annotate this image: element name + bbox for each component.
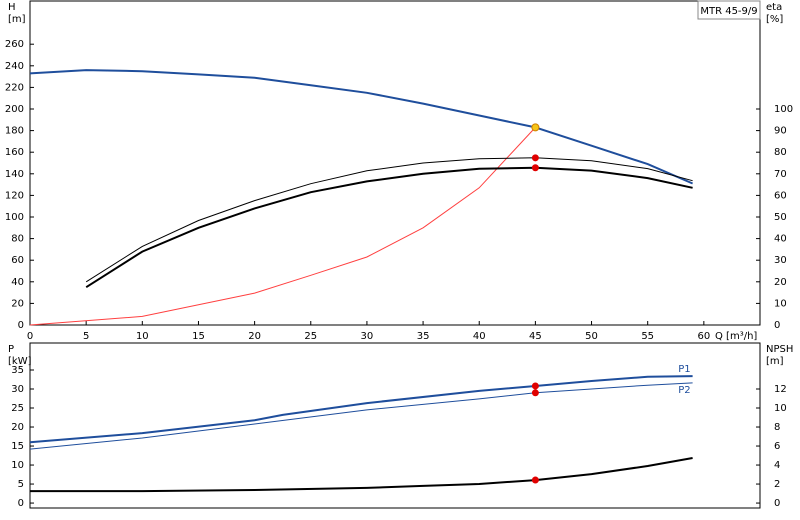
- y-tick-label: 20: [11, 298, 24, 309]
- y-tick-label: 200: [5, 104, 24, 115]
- y-tick-label: 220: [5, 82, 24, 93]
- y-tick-label: 20: [11, 422, 24, 433]
- y-tick-label: 100: [5, 212, 24, 223]
- operating-point: [531, 154, 539, 162]
- x-tick-label: 40: [473, 331, 486, 342]
- y2-tick-label: 4: [774, 460, 780, 471]
- y2-tick-label: 70: [774, 169, 787, 180]
- x-tick-label: 0: [27, 331, 33, 342]
- x-tick-label: 5: [83, 331, 89, 342]
- y2-axis-unit: [m]: [766, 356, 784, 367]
- y-tick-label: 10: [11, 460, 24, 471]
- y-tick-label: 120: [5, 190, 24, 201]
- y2-tick-label: 2: [774, 479, 780, 490]
- y2-tick-label: 0: [774, 498, 780, 509]
- y-tick-label: 180: [5, 126, 24, 137]
- curve: [29, 382, 693, 450]
- y-axis-unit: [kW]: [8, 356, 32, 367]
- y-axis-unit: [m]: [8, 14, 26, 25]
- y-tick-label: 60: [11, 255, 24, 266]
- x-tick-label: 50: [585, 331, 598, 342]
- x-tick-label: 30: [361, 331, 374, 342]
- y-tick-label: 40: [11, 277, 24, 288]
- y2-tick-label: 10: [774, 403, 787, 414]
- y-tick-label: 260: [5, 39, 24, 50]
- y-tick-label: 15: [11, 441, 24, 452]
- x-tick-label: 45: [529, 331, 542, 342]
- plot-frame: [29, 342, 761, 509]
- curve: [85, 157, 693, 283]
- y-tick-label: 80: [11, 234, 24, 245]
- y-tick-label: 160: [5, 147, 24, 158]
- curve-label: P1: [678, 364, 690, 375]
- y-tick-label: 5: [18, 479, 24, 490]
- x-tick-label: 35: [417, 331, 430, 342]
- curve: [29, 69, 693, 185]
- curve-label: P2: [678, 385, 690, 396]
- y2-tick-label: 20: [774, 277, 787, 288]
- y2-tick-label: 30: [774, 255, 787, 266]
- y-tick-label: 25: [11, 403, 24, 414]
- x-axis-label: Q [m³/h]: [715, 331, 757, 342]
- x-tick-label: 25: [304, 331, 317, 342]
- title-box: [697, 0, 761, 20]
- curve: [30, 457, 693, 493]
- chart-title: MTR 45-9/9: [700, 6, 757, 17]
- x-tick-label: 55: [641, 331, 654, 342]
- operating-point: [531, 476, 539, 484]
- curve: [29, 127, 536, 326]
- y2-tick-label: 90: [774, 126, 787, 137]
- y2-axis-label: eta: [766, 2, 782, 13]
- y2-tick-label: 8: [774, 422, 780, 433]
- x-tick-label: 15: [192, 331, 205, 342]
- y2-tick-label: 100: [774, 104, 793, 115]
- operating-point: [531, 382, 539, 390]
- y-tick-label: 35: [11, 365, 24, 376]
- y2-tick-label: 50: [774, 212, 787, 223]
- y-axis-label: H: [8, 2, 16, 13]
- y2-axis-unit: [%]: [766, 14, 783, 25]
- y-tick-label: 240: [5, 61, 24, 72]
- y2-tick-label: 0: [774, 320, 780, 331]
- operating-point: [531, 123, 540, 132]
- y-tick-label: 0: [18, 320, 24, 331]
- operating-point: [531, 164, 539, 172]
- curve: [85, 166, 693, 289]
- y2-tick-label: 12: [774, 384, 787, 395]
- x-tick-label: 20: [248, 331, 261, 342]
- x-tick-label: 10: [136, 331, 149, 342]
- curve: [29, 375, 693, 444]
- y2-tick-label: 80: [774, 147, 787, 158]
- operating-point: [531, 389, 539, 397]
- x-tick-label: 60: [697, 331, 710, 342]
- y2-tick-label: 60: [774, 190, 787, 201]
- y2-tick-label: 6: [774, 441, 780, 452]
- y-axis-label: P: [8, 344, 14, 355]
- y2-tick-label: 10: [774, 298, 787, 309]
- y-tick-label: 30: [11, 384, 24, 395]
- y2-axis-label: NPSH: [766, 344, 793, 355]
- plot-frame: [29, 0, 761, 326]
- y-tick-label: 140: [5, 169, 24, 180]
- y-tick-label: 0: [18, 498, 24, 509]
- y2-tick-label: 40: [774, 234, 787, 245]
